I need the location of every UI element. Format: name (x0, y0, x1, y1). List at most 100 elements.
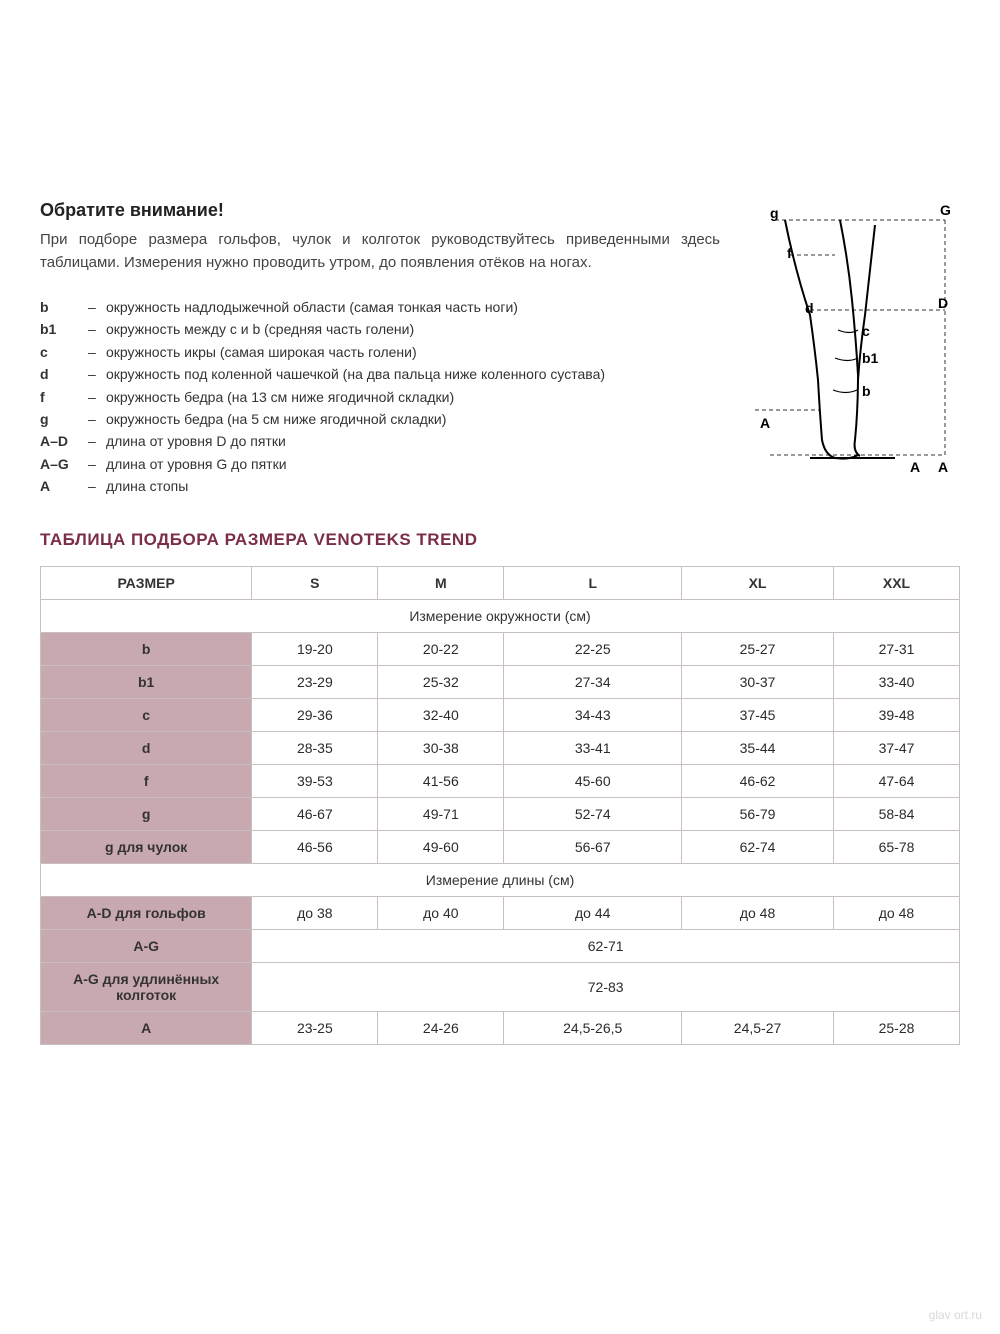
cell: 39-48 (833, 698, 959, 731)
cell: 52-74 (504, 797, 682, 830)
cell: 37-47 (833, 731, 959, 764)
cell: 33-40 (833, 665, 959, 698)
table-row: A-G для удлинённых колготок72-83 (41, 962, 960, 1011)
cell: до 38 (252, 896, 378, 929)
cell: до 48 (833, 896, 959, 929)
cell: 23-29 (252, 665, 378, 698)
cell: 25-28 (833, 1011, 959, 1044)
row-label: g для чулок (41, 830, 252, 863)
cell: до 40 (378, 896, 504, 929)
svg-text:A: A (760, 415, 770, 431)
row-label: A (41, 1011, 252, 1044)
definitions-list: b–окружность надлодыжечной области (сама… (40, 296, 720, 498)
cell: 47-64 (833, 764, 959, 797)
definition-row: A–D–длина от уровня D до пятки (40, 430, 720, 452)
column-header: РАЗМЕР (41, 566, 252, 599)
svg-text:f: f (787, 245, 792, 261)
cell: 49-60 (378, 830, 504, 863)
cell: 65-78 (833, 830, 959, 863)
cell: 41-56 (378, 764, 504, 797)
cell: 27-34 (504, 665, 682, 698)
column-header: XL (682, 566, 834, 599)
cell: 35-44 (682, 731, 834, 764)
cell: до 44 (504, 896, 682, 929)
cell: 24-26 (378, 1011, 504, 1044)
row-label: A-G (41, 929, 252, 962)
column-header: XXL (833, 566, 959, 599)
svg-text:g: g (770, 205, 779, 221)
table-row: A-G62-71 (41, 929, 960, 962)
cell: 56-67 (504, 830, 682, 863)
table-row: A-D для гольфовдо 38до 40до 44до 48до 48 (41, 896, 960, 929)
table-row: c29-3632-4034-4337-4539-48 (41, 698, 960, 731)
row-label: g (41, 797, 252, 830)
row-label: b (41, 632, 252, 665)
cell: 34-43 (504, 698, 682, 731)
row-label: A-D для гольфов (41, 896, 252, 929)
cell: 30-37 (682, 665, 834, 698)
cell: 28-35 (252, 731, 378, 764)
svg-text:D: D (938, 295, 948, 311)
cell: 56-79 (682, 797, 834, 830)
cell: 30-38 (378, 731, 504, 764)
cell: 37-45 (682, 698, 834, 731)
cell: 46-62 (682, 764, 834, 797)
cell: 33-41 (504, 731, 682, 764)
cell: 62-74 (682, 830, 834, 863)
intro-text: При подборе размера гольфов, чулок и кол… (40, 229, 720, 274)
svg-text:A: A (938, 459, 948, 475)
definition-row: d–окружность под коленной чашечкой (на д… (40, 363, 720, 385)
row-label: c (41, 698, 252, 731)
svg-text:b: b (862, 383, 871, 399)
cell: до 48 (682, 896, 834, 929)
table-row: d28-3530-3833-4135-4437-47 (41, 731, 960, 764)
svg-text:A: A (910, 459, 920, 475)
column-header: L (504, 566, 682, 599)
row-label: d (41, 731, 252, 764)
row-label: f (41, 764, 252, 797)
section-header: Измерение длины (см) (41, 863, 960, 896)
cell: 27-31 (833, 632, 959, 665)
cell: 24,5-27 (682, 1011, 834, 1044)
table-row: g46-6749-7152-7456-7958-84 (41, 797, 960, 830)
table-row: b19-2020-2222-2525-2727-31 (41, 632, 960, 665)
attention-heading: Обратите внимание! (40, 200, 720, 221)
definition-row: b–окружность надлодыжечной области (сама… (40, 296, 720, 318)
watermark: glav ort.ru (929, 1308, 982, 1322)
cell: 32-40 (378, 698, 504, 731)
definition-row: b1–окружность между c и b (средняя часть… (40, 318, 720, 340)
svg-text:c: c (862, 323, 870, 339)
cell: 45-60 (504, 764, 682, 797)
definition-row: f–окружность бедра (на 13 см ниже ягодич… (40, 386, 720, 408)
row-label: b1 (41, 665, 252, 698)
cell: 20-22 (378, 632, 504, 665)
cell: 58-84 (833, 797, 959, 830)
svg-text:G: G (940, 202, 951, 218)
definition-row: g–окружность бедра (на 5 см ниже ягодичн… (40, 408, 720, 430)
cell: 19-20 (252, 632, 378, 665)
cell: 46-56 (252, 830, 378, 863)
svg-text:d: d (805, 300, 814, 316)
row-label: A-G для удлинённых колготок (41, 962, 252, 1011)
cell: 29-36 (252, 698, 378, 731)
definition-row: c–окружность икры (самая широкая часть г… (40, 341, 720, 363)
svg-text:b1: b1 (862, 350, 879, 366)
table-row: f39-5341-5645-6046-6247-64 (41, 764, 960, 797)
cell: 25-32 (378, 665, 504, 698)
cell: 25-27 (682, 632, 834, 665)
cell: 49-71 (378, 797, 504, 830)
table-title: ТАБЛИЦА ПОДБОРА РАЗМЕРА VENOTEKS TREND (40, 530, 960, 550)
definition-row: A–длина стопы (40, 475, 720, 497)
column-header: M (378, 566, 504, 599)
definition-row: A–G–длина от уровня G до пятки (40, 453, 720, 475)
table-row: b123-2925-3227-3430-3733-40 (41, 665, 960, 698)
cell: 46-67 (252, 797, 378, 830)
column-header: S (252, 566, 378, 599)
cell: 39-53 (252, 764, 378, 797)
cell: 24,5-26,5 (504, 1011, 682, 1044)
table-row: A23-2524-2624,5-26,524,5-2725-28 (41, 1011, 960, 1044)
cell: 62-71 (252, 929, 960, 962)
table-row: g для чулок46-5649-6056-6762-7465-78 (41, 830, 960, 863)
cell: 22-25 (504, 632, 682, 665)
cell: 23-25 (252, 1011, 378, 1044)
